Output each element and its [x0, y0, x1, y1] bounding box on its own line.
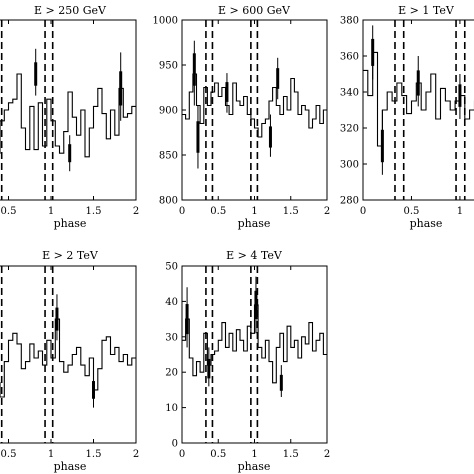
panel-5-x-tick-label-1: 0 [179, 449, 185, 460]
panel-2-x-tick-label-4: 1.5 [283, 206, 299, 217]
panel-1-x-tick-label-2: 1 [48, 206, 54, 217]
panel-5-y-tick-label-2: 10 [165, 403, 178, 414]
panel-4-xlabel: phase [54, 460, 87, 473]
panel-1-x-tick-label-1: 0.5 [1, 206, 17, 217]
panel-3-xlabel: phase [410, 217, 443, 230]
panel-1-series-line [0, 73, 136, 158]
panel-2-x-tick-label-3: 1 [251, 206, 257, 217]
panel-4-x-tick-label-3: 1.5 [86, 449, 102, 460]
panel-3-y-tick-label-5: 360 [340, 52, 359, 63]
panel-3-y-tick-label-1: 280 [340, 196, 359, 207]
panel-3-x-tick-label-1: 0 [360, 206, 366, 217]
panel-5-title: E > 4 TeV [226, 249, 283, 262]
panel-4-x-tick-label-4: 2 [133, 449, 139, 460]
panel-5-x-tick-label-3: 1 [251, 449, 257, 460]
panel-3-series-line [363, 51, 474, 147]
panel-4-x-tick-label-2: 1 [48, 449, 54, 460]
panel-2-title: E > 600 GeV [218, 4, 291, 17]
panel-3-x-tick-label-3: 1 [457, 206, 463, 217]
panel-4-title: E > 2 TeV [42, 249, 99, 262]
panel-1-x-tick-label-4: 2 [133, 206, 139, 217]
panel-2-x-tick-label-1: 0 [179, 206, 185, 217]
panel-3-y-tick-label-6: 380 [340, 16, 359, 27]
panel-1-title: E > 250 GeV [34, 4, 107, 17]
panel-2-y-tick-label-3: 900 [159, 106, 178, 117]
panel-1-xlabel: phase [54, 217, 87, 230]
panel-5-y-tick-label-3: 20 [165, 368, 178, 379]
panel-3-title: E > 1 TeV [398, 4, 455, 17]
panel-5-y-tick-label-1: 0 [172, 439, 178, 450]
panel-2-x-tick-label-2: 0.5 [210, 206, 226, 217]
panel-5-y-tick-label-6: 50 [165, 262, 178, 273]
panel-5-x-tick-label-4: 1.5 [283, 449, 299, 460]
panel-2-y-tick-label-1: 800 [159, 196, 178, 207]
panel-5-x-tick-label-5: 2 [324, 449, 330, 460]
panel-5-x-tick-label-2: 0.5 [210, 449, 226, 460]
panel-3-x-tick-label-2: 0.5 [404, 206, 420, 217]
panel-4-frame [0, 265, 137, 444]
panel-3-y-tick-label-2: 300 [340, 160, 359, 171]
panel-5-y-tick-label-4: 30 [165, 332, 178, 343]
panel-5-xlabel: phase [238, 460, 271, 473]
panel-2-x-tick-label-5: 2 [324, 206, 330, 217]
panel-3-y-tick-label-3: 320 [340, 124, 359, 135]
panel-2-y-tick-label-2: 850 [159, 151, 178, 162]
panel-2-y-tick-label-5: 1000 [153, 16, 178, 27]
panel-2-y-tick-label-4: 950 [159, 61, 178, 72]
panel-4-x-tick-label-1: 0.5 [1, 449, 17, 460]
panel-2-series-line [182, 73, 327, 138]
panel-3-frame [362, 19, 474, 201]
panel-5-y-tick-label-5: 40 [165, 297, 178, 308]
panel-1-x-tick-label-3: 1.5 [86, 206, 102, 217]
panel-3-y-tick-label-4: 340 [340, 88, 359, 99]
panel-2-xlabel: phase [238, 217, 271, 230]
panel-4-series-line [0, 318, 136, 398]
